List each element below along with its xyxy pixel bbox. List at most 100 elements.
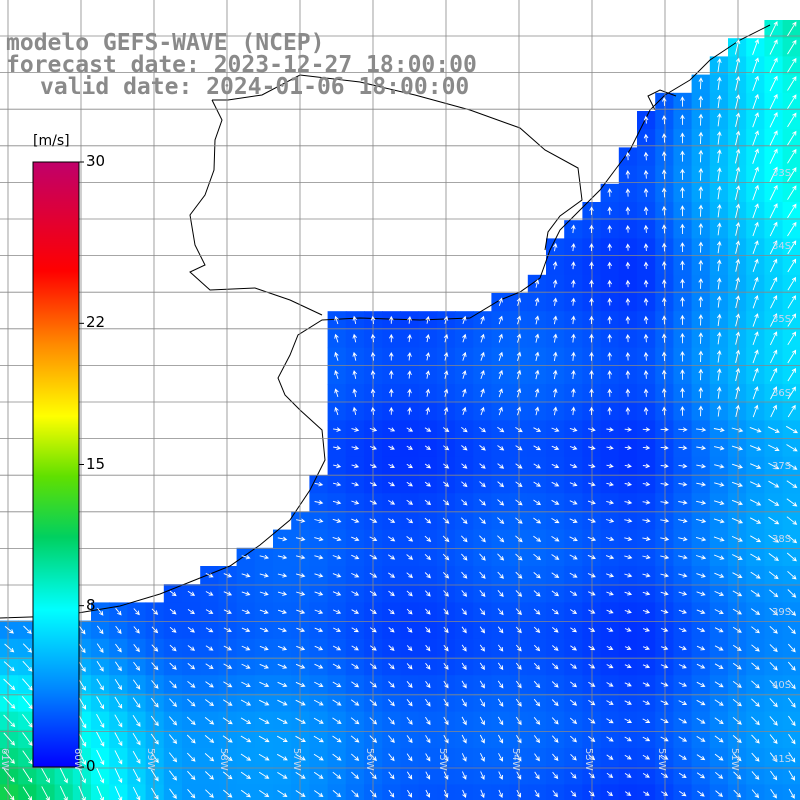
wind-arrow bbox=[187, 627, 195, 633]
wind-arrow bbox=[624, 791, 632, 796]
wind-arrow bbox=[551, 481, 560, 487]
wind-arrow bbox=[787, 148, 797, 164]
wind-arrow bbox=[497, 463, 505, 469]
wind-arrow bbox=[714, 572, 725, 578]
wind-arrow bbox=[241, 591, 251, 596]
wind-arrow bbox=[643, 279, 649, 288]
wind-arrow bbox=[369, 590, 377, 596]
wind-arrow bbox=[607, 261, 612, 269]
wind-arrow bbox=[534, 406, 540, 416]
wind-arrow bbox=[59, 786, 68, 800]
wind-arrow bbox=[369, 609, 377, 615]
wind-arrow bbox=[332, 771, 342, 779]
wind-arrow bbox=[515, 499, 523, 506]
wind-cell bbox=[109, 784, 128, 800]
wind-arrow bbox=[3, 696, 16, 709]
wind-arrow bbox=[352, 315, 358, 324]
wind-cell bbox=[728, 784, 747, 800]
wind-arrow bbox=[333, 427, 342, 432]
wind-arrow bbox=[21, 696, 34, 710]
wind-arrow bbox=[296, 591, 306, 596]
wind-arrow bbox=[714, 464, 725, 469]
wind-arrow bbox=[480, 315, 485, 325]
wind-arrow bbox=[769, 295, 778, 309]
wind-arrow bbox=[460, 535, 468, 543]
wind-arrow bbox=[406, 536, 414, 542]
wind-arrow bbox=[713, 445, 725, 451]
wind-arrow bbox=[406, 699, 413, 707]
wind-arrow bbox=[732, 608, 742, 615]
wind-arrow bbox=[425, 644, 431, 652]
wind-arrow bbox=[588, 445, 596, 450]
wind-arrow bbox=[696, 645, 706, 651]
wind-arrow bbox=[480, 771, 485, 780]
wind-arrow bbox=[589, 351, 594, 361]
wind-arrow bbox=[625, 315, 631, 324]
wind-arrow bbox=[735, 313, 741, 327]
wind-arrow bbox=[625, 388, 631, 397]
wind-arrow bbox=[750, 481, 762, 488]
wind-arrow bbox=[678, 700, 688, 705]
wind-arrow bbox=[388, 427, 396, 432]
wind-arrow bbox=[351, 481, 360, 487]
wind-arrow bbox=[552, 333, 558, 343]
wind-arrow bbox=[642, 682, 651, 687]
wind-arrow bbox=[642, 481, 651, 487]
wind-arrow bbox=[259, 699, 270, 706]
wind-arrow bbox=[587, 427, 596, 432]
wind-arrow bbox=[661, 260, 667, 270]
wind-arrow bbox=[388, 717, 395, 725]
wind-arrow bbox=[534, 351, 540, 362]
wind-arrow bbox=[534, 789, 540, 798]
wind-arrow bbox=[551, 572, 560, 579]
wind-arrow bbox=[461, 553, 468, 561]
wind-arrow bbox=[749, 445, 762, 451]
wind-arrow bbox=[698, 77, 704, 90]
wind-arrow bbox=[313, 717, 324, 724]
wind-arrow bbox=[443, 315, 449, 324]
wind-arrow bbox=[295, 554, 306, 560]
wind-arrow bbox=[4, 626, 14, 634]
wind-cell bbox=[782, 620, 800, 640]
wind-arrow bbox=[769, 313, 778, 327]
wind-arrow bbox=[787, 167, 797, 182]
wind-arrow bbox=[571, 351, 576, 361]
wind-arrow bbox=[606, 664, 614, 669]
wind-arrow bbox=[697, 790, 705, 797]
wind-arrow bbox=[714, 627, 724, 633]
wind-arrow bbox=[443, 590, 449, 597]
wind-arrows bbox=[3, 21, 799, 800]
wind-arrow bbox=[497, 626, 504, 634]
wind-arrow bbox=[205, 789, 214, 798]
wind-arrow bbox=[642, 427, 651, 432]
wind-arrow bbox=[570, 790, 577, 797]
wind-arrow bbox=[78, 625, 86, 635]
colorbar-tick-label: 0 bbox=[86, 757, 96, 775]
wind-arrow bbox=[258, 735, 270, 743]
wind-arrow bbox=[695, 555, 707, 560]
wind-arrow bbox=[223, 645, 233, 651]
wind-arrow bbox=[571, 388, 576, 398]
wind-cell bbox=[782, 475, 800, 494]
wind-arrow bbox=[333, 627, 342, 633]
wind-arrow bbox=[787, 112, 797, 128]
wind-arrow bbox=[642, 773, 650, 778]
wind-arrow bbox=[734, 148, 741, 164]
wind-arrow bbox=[769, 258, 778, 273]
wind-arrow bbox=[680, 314, 685, 325]
wind-arrow bbox=[387, 536, 396, 542]
wind-arrow bbox=[571, 406, 576, 416]
wind-arrow bbox=[406, 445, 413, 450]
wind-arrow bbox=[732, 554, 743, 560]
wind-arrow bbox=[732, 753, 742, 762]
wind-arrow bbox=[205, 699, 215, 707]
wind-arrow bbox=[461, 406, 467, 416]
wind-arrow bbox=[606, 718, 614, 724]
wind-arrow bbox=[714, 753, 724, 761]
wind-arrow bbox=[369, 463, 377, 469]
wind-arrow bbox=[169, 788, 177, 799]
wind-arrow bbox=[443, 481, 450, 487]
wind-arrow bbox=[277, 573, 288, 578]
latitude-label: 40S bbox=[772, 680, 792, 692]
